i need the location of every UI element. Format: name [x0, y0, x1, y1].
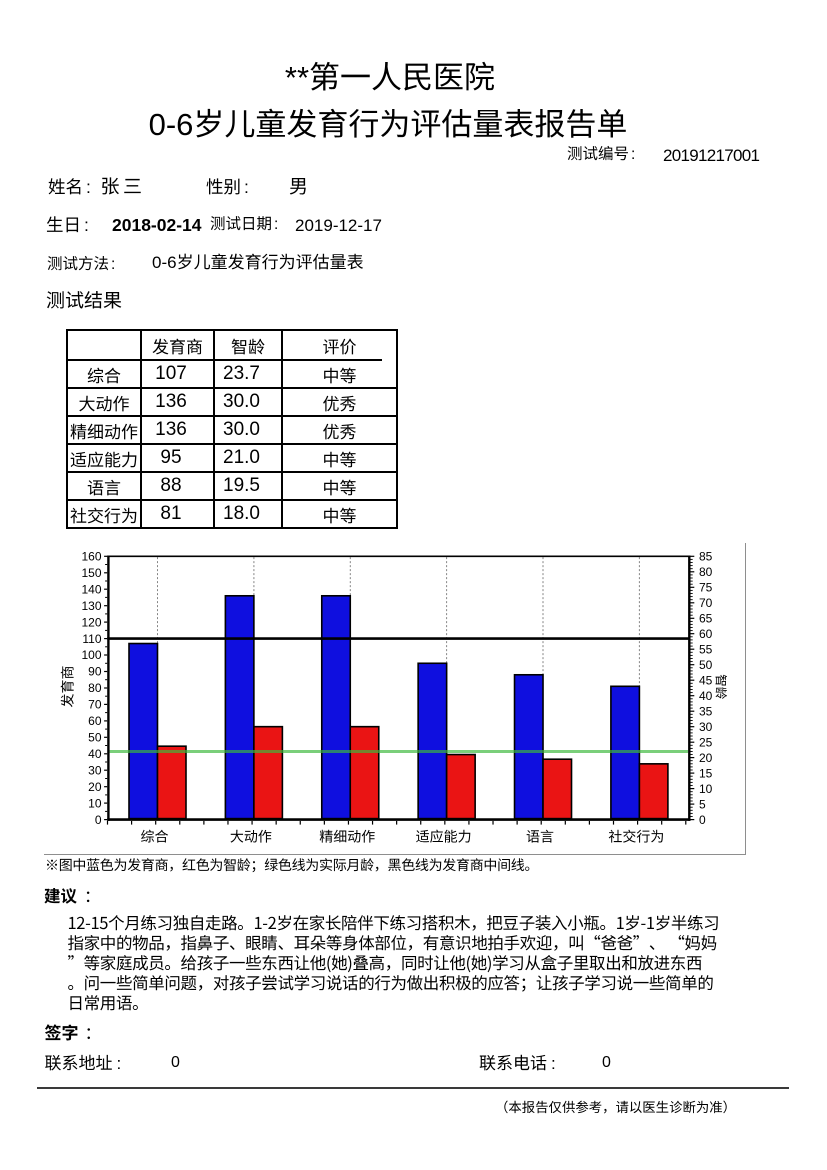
svg-text:75: 75 — [699, 581, 713, 595]
svg-text:30: 30 — [699, 720, 713, 734]
svg-text:0: 0 — [699, 813, 706, 827]
svg-text:40: 40 — [699, 689, 713, 703]
svg-text:智龄: 智龄 — [713, 674, 732, 700]
svg-text:适应能力: 适应能力 — [416, 827, 472, 847]
svg-text:25: 25 — [699, 735, 713, 749]
svg-text:综合: 综合 — [141, 827, 169, 847]
svg-text:20: 20 — [88, 780, 102, 794]
svg-text:5: 5 — [699, 797, 706, 811]
svg-text:50: 50 — [699, 658, 713, 672]
svg-text:120: 120 — [81, 615, 101, 629]
svg-text:20: 20 — [699, 751, 713, 765]
svg-text:160: 160 — [81, 550, 101, 564]
svg-text:15: 15 — [699, 766, 713, 780]
svg-text:35: 35 — [699, 704, 713, 718]
svg-text:社交行为: 社交行为 — [608, 827, 664, 847]
svg-text:语言: 语言 — [526, 827, 554, 847]
svg-text:大动作: 大动作 — [230, 827, 272, 847]
svg-text:80: 80 — [88, 681, 102, 695]
svg-text:40: 40 — [88, 747, 102, 761]
svg-text:110: 110 — [82, 632, 101, 646]
svg-text:60: 60 — [699, 627, 713, 641]
svg-text:65: 65 — [699, 612, 713, 626]
svg-text:30: 30 — [88, 763, 102, 777]
svg-text:精细动作: 精细动作 — [319, 827, 375, 847]
svg-text:发育商: 发育商 — [58, 666, 78, 708]
svg-text:45: 45 — [699, 673, 713, 687]
svg-text:10: 10 — [88, 796, 102, 810]
svg-text:0: 0 — [95, 813, 102, 827]
svg-text:80: 80 — [699, 565, 713, 579]
svg-text:150: 150 — [81, 566, 101, 580]
svg-text:50: 50 — [88, 731, 102, 745]
svg-text:85: 85 — [699, 550, 713, 564]
svg-text:60: 60 — [88, 714, 102, 728]
svg-text:90: 90 — [88, 665, 102, 679]
svg-text:130: 130 — [81, 599, 101, 613]
svg-text:140: 140 — [81, 582, 101, 596]
svg-text:100: 100 — [81, 648, 101, 662]
svg-text:10: 10 — [699, 782, 713, 796]
svg-text:55: 55 — [699, 642, 713, 656]
svg-text:70: 70 — [88, 698, 102, 712]
svg-text:70: 70 — [699, 596, 713, 610]
